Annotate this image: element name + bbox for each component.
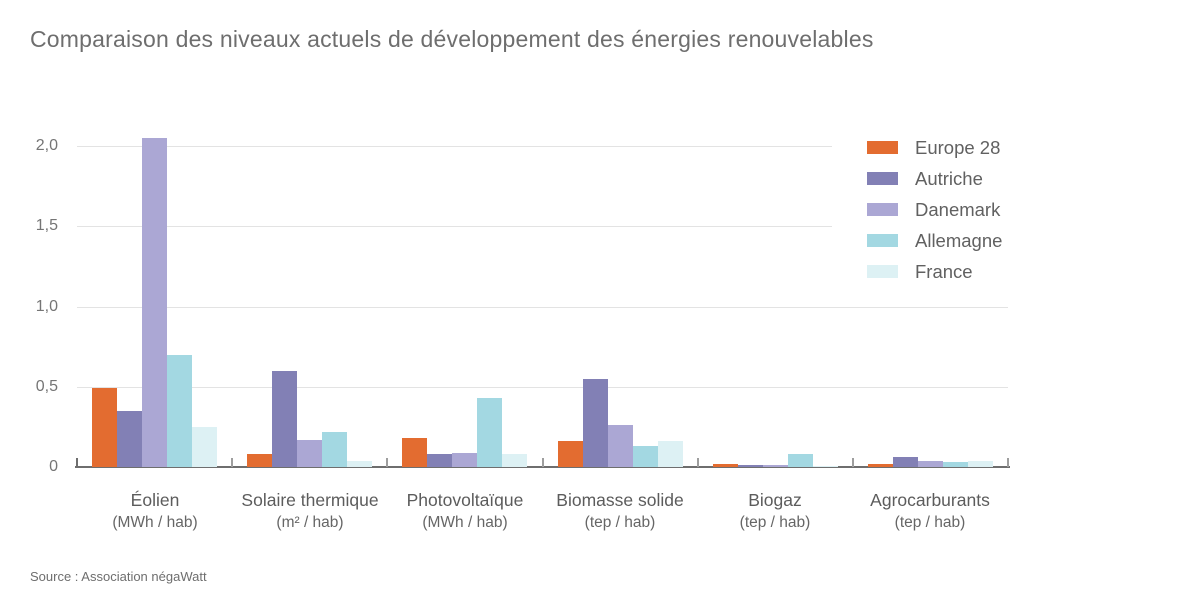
source-note: Source : Association négaWatt xyxy=(30,569,207,584)
bar-danemark xyxy=(608,425,633,467)
category-name: Agrocarburants xyxy=(870,490,990,510)
gridline xyxy=(77,387,1008,388)
legend-label: Europe 28 xyxy=(915,137,1001,158)
bar-danemark xyxy=(763,465,788,467)
bar-allemagne xyxy=(322,432,347,467)
x-axis-category-label: Solaire thermique (m² / hab) xyxy=(220,488,400,533)
legend-color-swatch xyxy=(867,141,898,154)
bar-allemagne xyxy=(633,446,658,467)
bar-europe-28 xyxy=(558,441,583,467)
bar-france xyxy=(192,427,217,467)
x-axis-category-label: Photovoltaïque (MWh / hab) xyxy=(375,488,555,533)
legend-label: Danemark xyxy=(915,199,1001,220)
x-axis-tick xyxy=(697,458,699,467)
y-axis-tick-label: 0 xyxy=(49,458,58,475)
bar-europe-28 xyxy=(92,388,117,467)
category-unit: (m² / hab) xyxy=(276,514,344,531)
x-axis-category-label: Éolien (MWh / hab) xyxy=(65,488,245,533)
bar-europe-28 xyxy=(402,438,427,467)
category-name: Biomasse solide xyxy=(556,490,684,510)
x-axis-tick xyxy=(852,458,854,467)
bar-france xyxy=(658,441,683,467)
bar-danemark xyxy=(142,138,167,467)
gridline xyxy=(77,226,832,227)
y-axis-tick-label: 0,5 xyxy=(35,378,58,395)
bar-europe-28 xyxy=(713,464,738,467)
x-axis-tick xyxy=(76,458,78,467)
category-unit: (MWh / hab) xyxy=(422,514,508,531)
bar-autriche xyxy=(272,371,297,467)
category-unit: (tep / hab) xyxy=(584,514,656,531)
bar-france xyxy=(347,461,372,467)
category-name: Solaire thermique xyxy=(241,490,379,510)
x-axis-line xyxy=(75,466,1010,468)
category-name: Photovoltaïque xyxy=(406,490,524,510)
bar-europe-28 xyxy=(247,454,272,467)
bar-allemagne xyxy=(167,355,192,467)
category-name: Biogaz xyxy=(748,490,802,510)
bar-france xyxy=(968,461,993,467)
category-unit: (tep / hab) xyxy=(739,514,811,531)
bar-allemagne xyxy=(943,462,968,467)
gridline xyxy=(77,146,832,147)
category-unit: (MWh / hab) xyxy=(112,514,198,531)
x-axis-category-label: Agrocarburants (tep / hab) xyxy=(840,488,1020,533)
chart-title: Comparaison des niveaux actuels de dével… xyxy=(30,26,874,52)
legend-label: Autriche xyxy=(915,168,983,189)
bar-danemark xyxy=(452,453,477,467)
legend-color-swatch xyxy=(867,265,898,278)
bar-danemark xyxy=(918,461,943,467)
category-name: Éolien xyxy=(130,490,180,510)
x-axis-tick xyxy=(1007,458,1009,467)
bar-france xyxy=(813,466,838,467)
x-axis-tick xyxy=(542,458,544,467)
bar-autriche xyxy=(583,379,608,467)
y-axis-tick-label: 2,0 xyxy=(35,137,58,154)
x-axis-tick xyxy=(231,458,233,467)
legend-label: France xyxy=(915,261,973,282)
bar-europe-28 xyxy=(868,464,893,467)
x-axis-category-label: Biomasse solide (tep / hab) xyxy=(530,488,710,533)
x-axis-category-label: Biogaz (tep / hab) xyxy=(685,488,865,533)
legend-color-swatch xyxy=(867,203,898,216)
bar-autriche xyxy=(427,454,452,467)
gridline xyxy=(77,307,1008,308)
legend-color-swatch xyxy=(867,172,898,185)
bar-autriche xyxy=(738,465,763,467)
bar-autriche xyxy=(893,457,918,467)
bar-france xyxy=(502,454,527,467)
legend-color-swatch xyxy=(867,234,898,247)
bar-allemagne xyxy=(477,398,502,467)
category-unit: (tep / hab) xyxy=(894,514,966,531)
bar-autriche xyxy=(117,411,142,467)
x-axis-tick xyxy=(386,458,388,467)
legend-label: Allemagne xyxy=(915,230,1003,251)
y-axis-tick-label: 1,5 xyxy=(35,217,58,234)
y-axis-tick-label: 1,0 xyxy=(35,298,58,315)
bar-allemagne xyxy=(788,454,813,467)
bar-danemark xyxy=(297,440,322,467)
